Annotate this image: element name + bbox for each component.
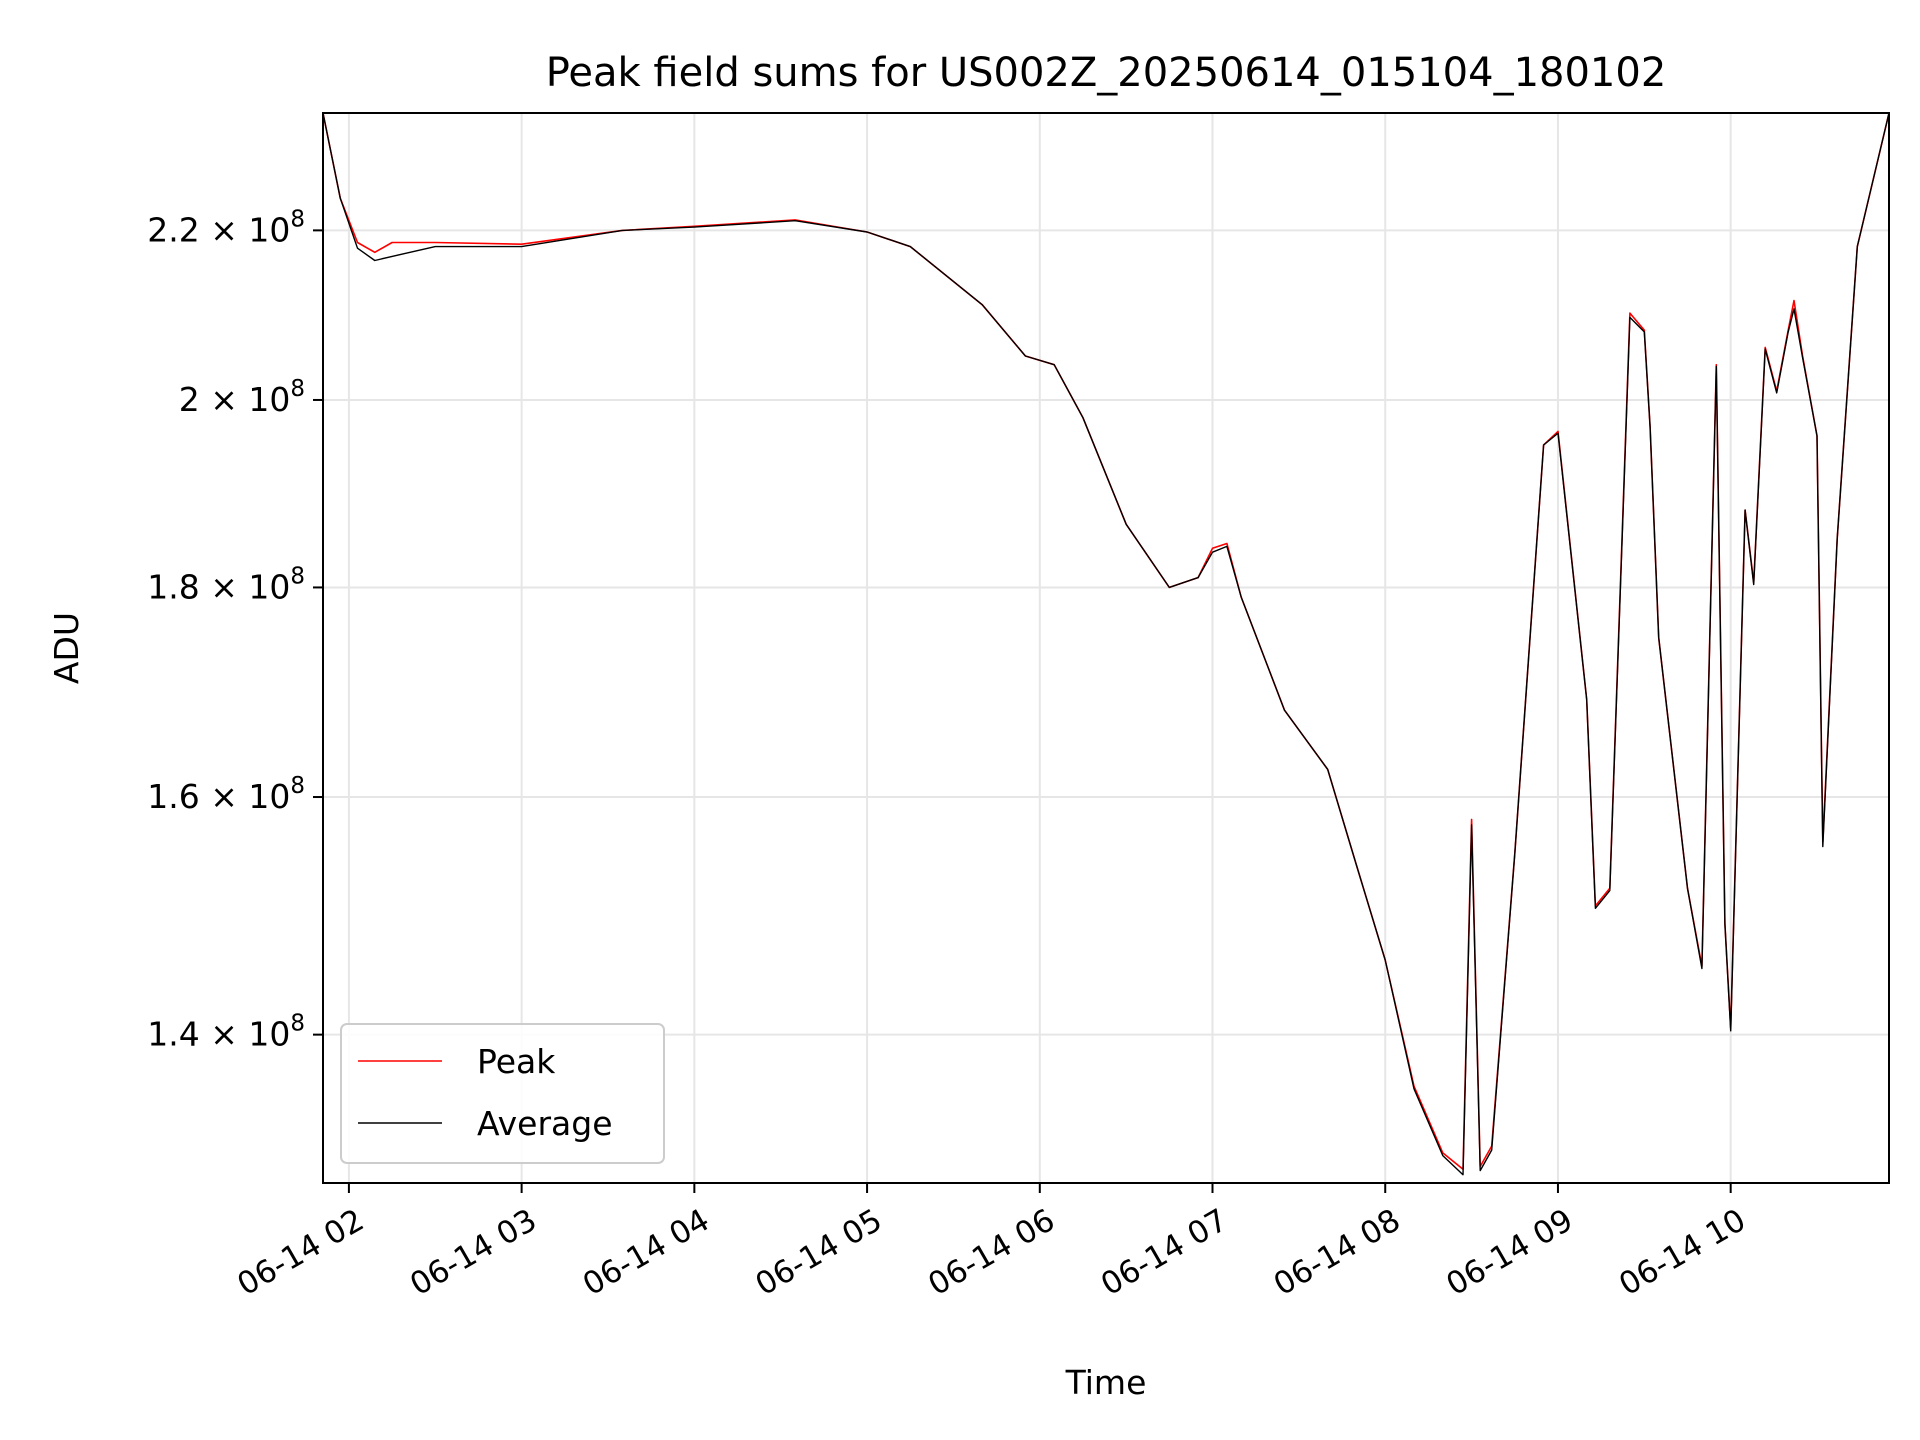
x-axis-label: Time <box>1065 1363 1147 1402</box>
series-lines <box>323 113 1889 1176</box>
series-line-average <box>323 113 1889 1176</box>
grid <box>323 113 1889 1183</box>
y-tick-label: 1.4 × 108 <box>147 1011 305 1054</box>
y-tick-label: 2.2 × 108 <box>147 206 305 249</box>
legend-box <box>340 1023 665 1164</box>
y-tick-label: 2 × 108 <box>179 376 305 419</box>
y-tick-label: 1.6 × 108 <box>147 773 305 816</box>
legend-label-peak: Peak <box>477 1042 556 1081</box>
y-axis-label: ADU <box>47 612 86 684</box>
legend-label-average: Average <box>477 1104 613 1143</box>
legend: Peak Average <box>340 1023 665 1164</box>
plot-frame <box>322 112 1890 1184</box>
y-tick-label: 1.8 × 108 <box>147 563 305 606</box>
chart-title: Peak field sums for US002Z_20250614_0151… <box>546 50 1667 96</box>
